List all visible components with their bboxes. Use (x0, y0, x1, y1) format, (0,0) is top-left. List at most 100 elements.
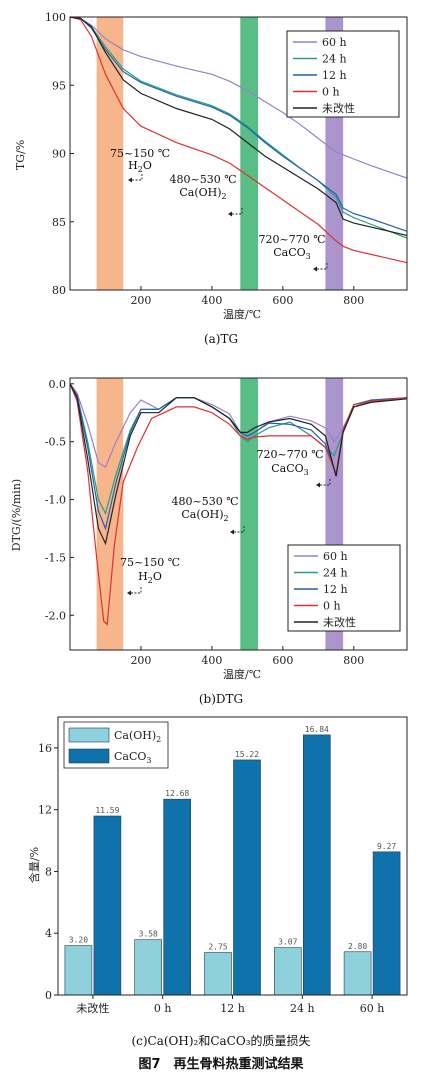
x-tick-label: 24 h (290, 1002, 315, 1015)
y-tick-label: 0.0 (49, 378, 67, 391)
annotation-pointer (127, 587, 142, 594)
x-tick-label: 800 (343, 294, 364, 307)
y-tick-label: 85 (52, 216, 66, 229)
dtg-xlabel: 温度/℃ (223, 667, 261, 681)
legend-label: 未改性 (323, 615, 356, 629)
bar-0 (134, 939, 162, 996)
y-tick-label: 4 (45, 927, 52, 940)
series-line-0 (69, 383, 408, 468)
bar-value-label: 3.58 (139, 930, 158, 939)
legend-label: 12 h (323, 583, 348, 596)
legend-swatch (68, 748, 110, 764)
plot-frame (69, 377, 408, 651)
legend-label: 12 h (322, 69, 347, 82)
tg-ylabel: TG/% (14, 140, 27, 170)
band-compound-label: Ca(OH)2 (179, 186, 226, 201)
plot-frame (57, 716, 408, 996)
y-tick-label: -1.0 (45, 494, 66, 507)
legend-label: 未改性 (322, 101, 355, 115)
bar-1 (163, 798, 191, 996)
bar-value-label: 2.75 (208, 943, 227, 952)
dtg-chart: 200 400 600 800 0.0 -0.5 -1.0 -1.5 -2.0 60 h 24 h… (10, 377, 408, 706)
series-line-3 (69, 16, 408, 264)
y-tick-label: 8 (45, 865, 52, 878)
band-range-label: 720~770 ℃ (258, 233, 325, 246)
arrow-head-icon (128, 177, 132, 183)
annotation-pointer (316, 479, 331, 486)
bar-value-label: 15.22 (235, 750, 259, 759)
band-range-label: 480~530 ℃ (169, 173, 236, 186)
bar-1 (233, 759, 261, 996)
legend-label: 0 h (323, 600, 341, 613)
x-tick-label: 200 (130, 654, 151, 667)
y-tick-label: -1.5 (45, 551, 66, 564)
x-tick-label: 400 (201, 294, 222, 307)
annotation-pointer (313, 263, 328, 270)
legend-label: 24 h (322, 53, 347, 66)
band-range-label: 75~150 ℃ (120, 556, 180, 569)
mass-loss-bar-chart: 3.20 11.59 3.58 12.68 2.75 15.22 3.07 16.84 2.80… (27, 716, 408, 1048)
legend-label: 0 h (322, 86, 340, 99)
y-tick-label: 80 (52, 284, 66, 297)
legend-swatch (68, 727, 110, 743)
bar-value-label: 3.07 (278, 938, 297, 947)
x-tick-label: 200 (130, 294, 151, 307)
series-line-0 (69, 16, 408, 179)
band-1 (240, 17, 259, 290)
figure-title: 图7 再生骨料热重测试结果 (138, 1056, 303, 1072)
band-compound-label: CaCO3 (273, 246, 311, 261)
tg-chart: 200 400 600 800 80 85 90 95 100 60 h 24 h 12 h 0 h 未… (14, 11, 408, 346)
legend-label: CaCO3 (114, 750, 152, 765)
bar-0 (64, 945, 93, 996)
legend-box (286, 30, 400, 118)
x-tick-label: 600 (272, 654, 293, 667)
tg-caption: (a)TG (204, 332, 238, 346)
arrow-head-icon (127, 590, 131, 596)
legend-label: Ca(OH)2 (114, 729, 161, 744)
y-tick-label: -2.0 (45, 609, 66, 622)
arrow-head-icon (228, 211, 232, 217)
bar-1 (93, 815, 122, 996)
y-tick-label: 16 (38, 742, 52, 755)
bar-value-label: 16.84 (305, 725, 329, 734)
tg-xlabel: 温度/℃ (223, 307, 261, 321)
bar-value-label: 12.68 (165, 789, 189, 798)
x-tick-label: 60 h (360, 1002, 385, 1015)
legend-label: 60 h (322, 36, 347, 49)
band-compound-label: Ca(OH)2 (181, 508, 228, 523)
band-1 (240, 378, 259, 650)
bar-caption: (c)Ca(OH)₂和CaCO₃的质量损失 (131, 1033, 310, 1048)
bar-1 (372, 851, 401, 996)
bar-0 (343, 951, 372, 996)
legend-box (287, 544, 401, 632)
bar-1 (302, 734, 331, 996)
x-tick-label: 0 h (154, 1002, 172, 1015)
band-compound-label: H2O (128, 159, 152, 174)
bar-value-label: 9.27 (377, 842, 396, 851)
x-tick-label: 未改性 (76, 1001, 109, 1015)
arrow-head-icon (230, 529, 234, 535)
annotation-pointer (128, 174, 143, 181)
dtg-caption: (b)DTG (199, 692, 243, 706)
series-line-4 (69, 16, 408, 236)
band-range-label: 720~770 ℃ (256, 448, 323, 461)
bar-0 (273, 947, 302, 996)
y-tick-label: -0.5 (45, 436, 66, 449)
x-tick-label: 12 h (220, 1002, 245, 1015)
series-line-4 (69, 383, 408, 546)
legend-label: 24 h (323, 567, 348, 580)
x-tick-label: 400 (201, 654, 222, 667)
dtg-ylabel: DTG/(%/min) (10, 479, 23, 551)
arrow-head-icon (316, 482, 320, 488)
bar-0 (204, 952, 232, 996)
bar-value-label: 2.80 (348, 942, 367, 951)
arrow-head-icon (313, 266, 317, 272)
bar-value-label: 3.20 (69, 936, 88, 945)
y-tick-label: 95 (52, 79, 66, 92)
annotation-pointer (228, 208, 243, 215)
band-compound-label: CaCO3 (271, 462, 309, 477)
band-range-label: 480~530 ℃ (171, 495, 238, 508)
series-line-2 (69, 16, 408, 232)
bar-value-label: 11.59 (95, 806, 119, 815)
